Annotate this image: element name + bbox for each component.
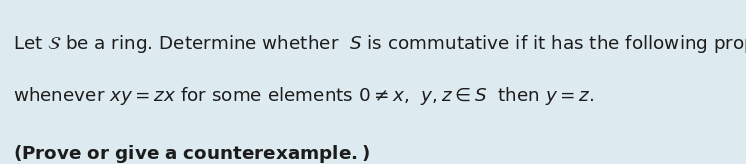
Text: Let $\mathcal{S}$ be a ring. Determine whether  $S$ is commutative if it has the: Let $\mathcal{S}$ be a ring. Determine w…: [13, 33, 746, 55]
Text: $\bf{(Prove\ or\ give\ a\ counterexample.)}$: $\bf{(Prove\ or\ give\ a\ counterexample…: [13, 143, 370, 164]
Text: whenever $xy = zx$ for some elements $0 \neq x$,  $y, z \in S$  then $y = z$.: whenever $xy = zx$ for some elements $0 …: [13, 85, 595, 107]
